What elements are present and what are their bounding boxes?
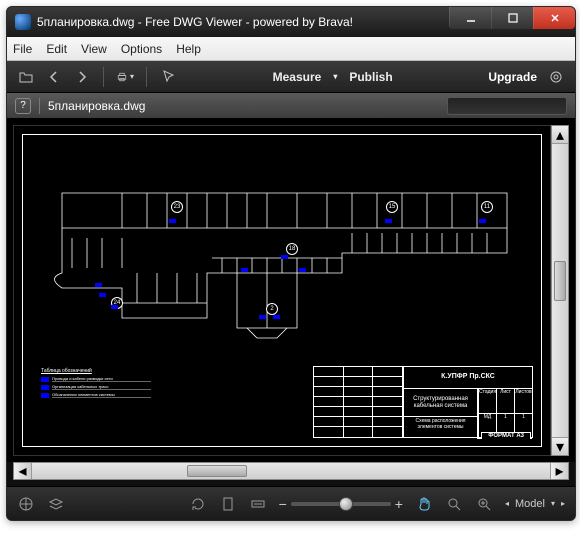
vertical-scrollbar[interactable]: ▴ ▾ (551, 125, 569, 456)
nav-back-icon[interactable] (45, 68, 63, 86)
equipment-marker (299, 268, 306, 272)
equipment-marker (111, 305, 118, 309)
legend-box: Таблица обозначений Провода и кабели раз… (41, 368, 151, 408)
equipment-marker (273, 315, 280, 319)
app-icon (15, 14, 31, 30)
nav-forward-icon[interactable] (73, 68, 91, 86)
equipment-marker (281, 255, 288, 259)
maximize-button[interactable] (491, 7, 533, 29)
equipment-marker (95, 283, 102, 287)
scroll-thumb[interactable] (187, 465, 247, 477)
legend-symbol-icon (41, 393, 49, 398)
legend-row-text: Организация кабельных трасс (52, 384, 151, 390)
titleblock-subtitle: Схема расположения элементов системы (404, 417, 477, 437)
room-label: 11 (481, 201, 493, 213)
chevron-right-icon[interactable]: ▸ (561, 499, 565, 508)
legend-row-text: Обозначения элементов системы (52, 392, 151, 398)
equipment-marker (241, 268, 248, 272)
legend-row-text: Провода и кабели разводки сети (52, 376, 151, 382)
statusbar: − + ◂ Model ▾ ▸ (7, 486, 575, 520)
minimize-button[interactable] (449, 7, 491, 29)
print-icon[interactable]: ▾ (116, 68, 134, 86)
measure-button[interactable]: Measure (273, 70, 322, 84)
legend-title: Таблица обозначений (41, 368, 151, 374)
page-icon[interactable] (219, 495, 237, 513)
pointer-icon[interactable] (159, 68, 177, 86)
room-label: 15 (386, 201, 398, 213)
fit-width-icon[interactable] (249, 495, 267, 513)
zoom-out-icon[interactable]: − (279, 496, 287, 512)
magnify-icon[interactable] (475, 495, 493, 513)
window-title: 5планировка.dwg - Free DWG Viewer - powe… (37, 15, 443, 29)
room-label: 23 (171, 201, 183, 213)
menu-help[interactable]: Help (176, 42, 201, 56)
close-button[interactable] (533, 7, 575, 29)
chevron-down-icon[interactable]: ▾ (551, 499, 555, 508)
scroll-down-icon[interactable]: ▾ (552, 437, 568, 455)
model-selector[interactable]: ◂ Model ▾ ▸ (505, 498, 565, 510)
rotate-icon[interactable] (189, 495, 207, 513)
room-label: 18 (286, 243, 298, 255)
settings-gear-icon[interactable] (547, 68, 565, 86)
help-icon[interactable]: ? (15, 98, 31, 114)
titleblock-project: К.УПФР Пр.СКС (404, 367, 532, 389)
scroll-thumb[interactable] (554, 261, 566, 301)
equipment-marker (259, 315, 266, 319)
tb-h2: Лист (496, 389, 514, 414)
chevron-left-icon[interactable]: ◂ (505, 499, 509, 508)
content-area: 23151118242 Таблица обозначений Провода … (7, 119, 575, 462)
menubar: File Edit View Options Help (7, 37, 575, 61)
zoom-slider[interactable]: − + (279, 496, 403, 512)
open-icon[interactable] (17, 68, 35, 86)
titleblock-description: Структурированная кабельная система (404, 389, 477, 417)
drawing-canvas[interactable]: 23151118242 Таблица обозначений Провода … (13, 125, 551, 456)
pan-hand-icon[interactable] (415, 495, 433, 513)
menu-edit[interactable]: Edit (46, 42, 67, 56)
measure-dropdown-icon[interactable]: ▾ (333, 72, 337, 81)
upgrade-button[interactable]: Upgrade (488, 70, 537, 84)
tb-h1: Стадия (478, 389, 496, 414)
tb-h3: Листов (514, 389, 532, 414)
legend-symbol-icon (41, 385, 49, 390)
menu-view[interactable]: View (81, 42, 107, 56)
layers-icon[interactable] (47, 495, 65, 513)
scroll-right-icon[interactable]: ▸ (550, 463, 568, 479)
room-label: 2 (266, 303, 278, 315)
zoom-in-icon[interactable]: + (395, 496, 403, 512)
file-tab-bar: ? 5планировка.dwg (7, 93, 575, 119)
titlebar[interactable]: 5планировка.dwg - Free DWG Viewer - powe… (7, 7, 575, 37)
floor-plan: 23151118242 (41, 163, 523, 353)
legend-symbol-icon (41, 377, 49, 382)
drawing-frame: 23151118242 Таблица обозначений Провода … (22, 134, 542, 447)
equipment-marker (479, 219, 486, 223)
equipment-marker (385, 219, 392, 223)
equipment-marker (99, 293, 106, 297)
search-input[interactable] (447, 97, 567, 115)
horizontal-scrollbar[interactable]: ◂ ▸ (13, 462, 569, 480)
model-label: Model (515, 498, 545, 510)
publish-button[interactable]: Publish (349, 70, 392, 84)
format-label: ФОРМАТ А3 (481, 432, 531, 439)
scroll-up-icon[interactable]: ▴ (552, 126, 568, 144)
title-block: К.УПФР Пр.СКС Структурированная кабельна… (313, 366, 533, 438)
menu-file[interactable]: File (13, 42, 32, 56)
equipment-marker (169, 219, 176, 223)
main-toolbar: ▾ Measure ▾ Publish Upgrade (7, 61, 575, 93)
zoom-region-icon[interactable] (445, 495, 463, 513)
filename-label: 5планировка.dwg (48, 99, 145, 113)
globe-icon[interactable] (17, 495, 35, 513)
slider-thumb[interactable] (339, 497, 353, 511)
menu-options[interactable]: Options (121, 42, 162, 56)
scroll-left-icon[interactable]: ◂ (14, 463, 32, 479)
app-window: 5планировка.dwg - Free DWG Viewer - powe… (6, 6, 576, 521)
